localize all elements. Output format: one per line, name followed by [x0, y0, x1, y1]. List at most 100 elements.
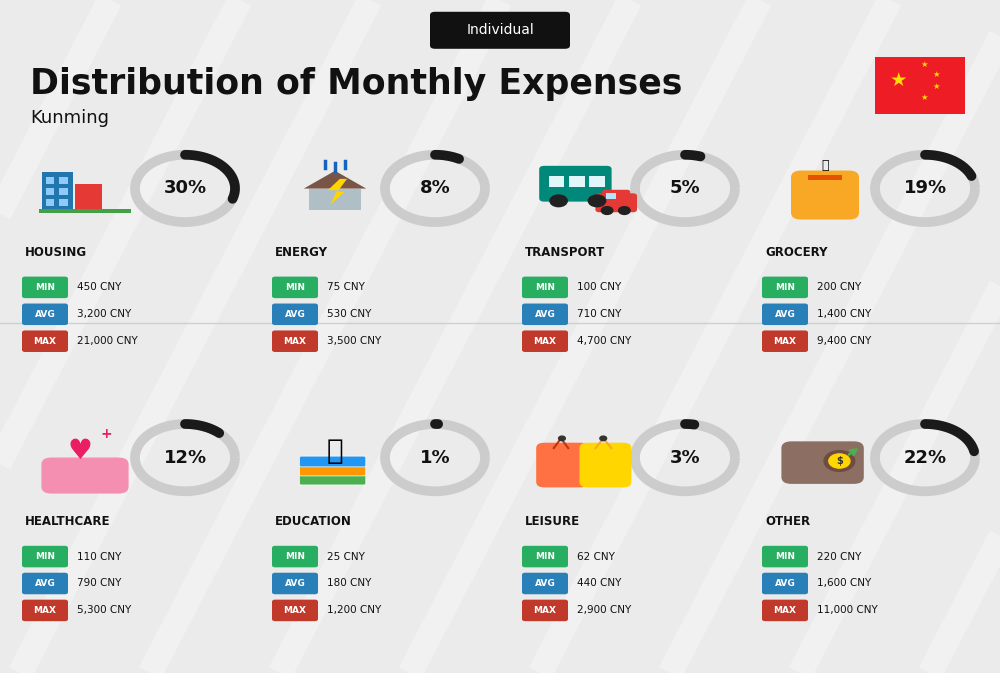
Text: 22%: 22% [903, 449, 947, 466]
Text: MAX: MAX [34, 336, 56, 346]
Circle shape [588, 195, 606, 207]
FancyBboxPatch shape [762, 304, 808, 325]
FancyBboxPatch shape [522, 600, 568, 621]
Text: ENERGY: ENERGY [275, 246, 328, 259]
FancyBboxPatch shape [595, 193, 637, 212]
Text: MAX: MAX [774, 606, 796, 615]
Text: TRANSPORT: TRANSPORT [525, 246, 605, 259]
Text: LEISURE: LEISURE [525, 515, 580, 528]
Text: AVG: AVG [35, 310, 55, 319]
Text: HEALTHCARE: HEALTHCARE [25, 515, 110, 528]
Text: 5%: 5% [670, 180, 700, 197]
FancyBboxPatch shape [791, 170, 859, 219]
FancyBboxPatch shape [59, 176, 68, 184]
FancyBboxPatch shape [808, 175, 842, 180]
FancyBboxPatch shape [762, 573, 808, 594]
Text: 110 CNY: 110 CNY [77, 552, 121, 561]
FancyBboxPatch shape [606, 193, 616, 199]
Text: ★: ★ [932, 83, 940, 92]
Text: MAX: MAX [534, 336, 556, 346]
Text: 530 CNY: 530 CNY [327, 310, 371, 319]
Text: MIN: MIN [775, 283, 795, 292]
Text: ★: ★ [932, 70, 940, 79]
Text: +: + [101, 427, 112, 441]
Text: MIN: MIN [535, 552, 555, 561]
Text: 1,600 CNY: 1,600 CNY [817, 579, 871, 588]
Circle shape [619, 207, 630, 215]
Text: ♥: ♥ [68, 437, 93, 465]
Text: 8%: 8% [420, 180, 450, 197]
Text: 30%: 30% [163, 180, 207, 197]
Text: AVG: AVG [35, 579, 55, 588]
Text: 100 CNY: 100 CNY [577, 283, 621, 292]
Text: Distribution of Monthly Expenses: Distribution of Monthly Expenses [30, 67, 682, 101]
FancyBboxPatch shape [59, 199, 68, 207]
Text: EDUCATION: EDUCATION [275, 515, 352, 528]
Circle shape [824, 451, 855, 471]
Text: 21,000 CNY: 21,000 CNY [77, 336, 138, 346]
Text: 200 CNY: 200 CNY [817, 283, 861, 292]
Text: AVG: AVG [535, 310, 555, 319]
Text: OTHER: OTHER [765, 515, 810, 528]
Text: 440 CNY: 440 CNY [577, 579, 621, 588]
FancyBboxPatch shape [522, 304, 568, 325]
FancyBboxPatch shape [46, 176, 54, 184]
Text: AVG: AVG [535, 579, 555, 588]
FancyBboxPatch shape [22, 304, 68, 325]
Text: 3,200 CNY: 3,200 CNY [77, 310, 131, 319]
FancyBboxPatch shape [299, 456, 366, 467]
Text: 1,400 CNY: 1,400 CNY [817, 310, 871, 319]
FancyBboxPatch shape [539, 166, 612, 202]
Text: $: $ [836, 456, 843, 466]
Text: HOUSING: HOUSING [25, 246, 87, 259]
Text: 25 CNY: 25 CNY [327, 552, 365, 561]
Text: 4,700 CNY: 4,700 CNY [577, 336, 631, 346]
Text: MIN: MIN [535, 283, 555, 292]
FancyBboxPatch shape [272, 330, 318, 352]
Text: 3%: 3% [670, 449, 700, 466]
FancyBboxPatch shape [272, 546, 318, 567]
Text: AVG: AVG [775, 579, 795, 588]
FancyBboxPatch shape [875, 57, 965, 114]
FancyBboxPatch shape [22, 330, 68, 352]
Text: 180 CNY: 180 CNY [327, 579, 371, 588]
FancyBboxPatch shape [59, 188, 68, 195]
Polygon shape [304, 171, 366, 188]
Text: 🎓: 🎓 [327, 437, 343, 465]
FancyBboxPatch shape [272, 600, 318, 621]
FancyBboxPatch shape [272, 277, 318, 298]
Circle shape [601, 207, 613, 215]
Text: AVG: AVG [285, 310, 305, 319]
FancyBboxPatch shape [22, 573, 68, 594]
Circle shape [600, 436, 607, 441]
Text: 1,200 CNY: 1,200 CNY [327, 606, 381, 615]
Text: MIN: MIN [285, 283, 305, 292]
FancyBboxPatch shape [549, 176, 564, 187]
Text: 🥬: 🥬 [821, 160, 829, 172]
Text: 450 CNY: 450 CNY [77, 283, 121, 292]
FancyBboxPatch shape [46, 188, 54, 195]
Polygon shape [309, 188, 361, 209]
Text: 9,400 CNY: 9,400 CNY [817, 336, 871, 346]
Text: 710 CNY: 710 CNY [577, 310, 621, 319]
Text: ★: ★ [921, 60, 928, 69]
Text: AVG: AVG [285, 579, 305, 588]
FancyBboxPatch shape [46, 199, 54, 207]
Text: 62 CNY: 62 CNY [577, 552, 615, 561]
FancyBboxPatch shape [430, 11, 570, 49]
FancyBboxPatch shape [579, 443, 631, 487]
Text: 3,500 CNY: 3,500 CNY [327, 336, 381, 346]
Text: 1%: 1% [420, 449, 450, 466]
FancyBboxPatch shape [22, 277, 68, 298]
Polygon shape [328, 179, 347, 205]
Text: MAX: MAX [774, 336, 796, 346]
FancyBboxPatch shape [299, 474, 366, 485]
Text: 2,900 CNY: 2,900 CNY [577, 606, 631, 615]
Text: MAX: MAX [284, 606, 307, 615]
Text: 790 CNY: 790 CNY [77, 579, 121, 588]
FancyBboxPatch shape [762, 330, 808, 352]
FancyBboxPatch shape [22, 600, 68, 621]
Text: Individual: Individual [466, 24, 534, 37]
FancyBboxPatch shape [762, 546, 808, 567]
Circle shape [559, 436, 565, 441]
